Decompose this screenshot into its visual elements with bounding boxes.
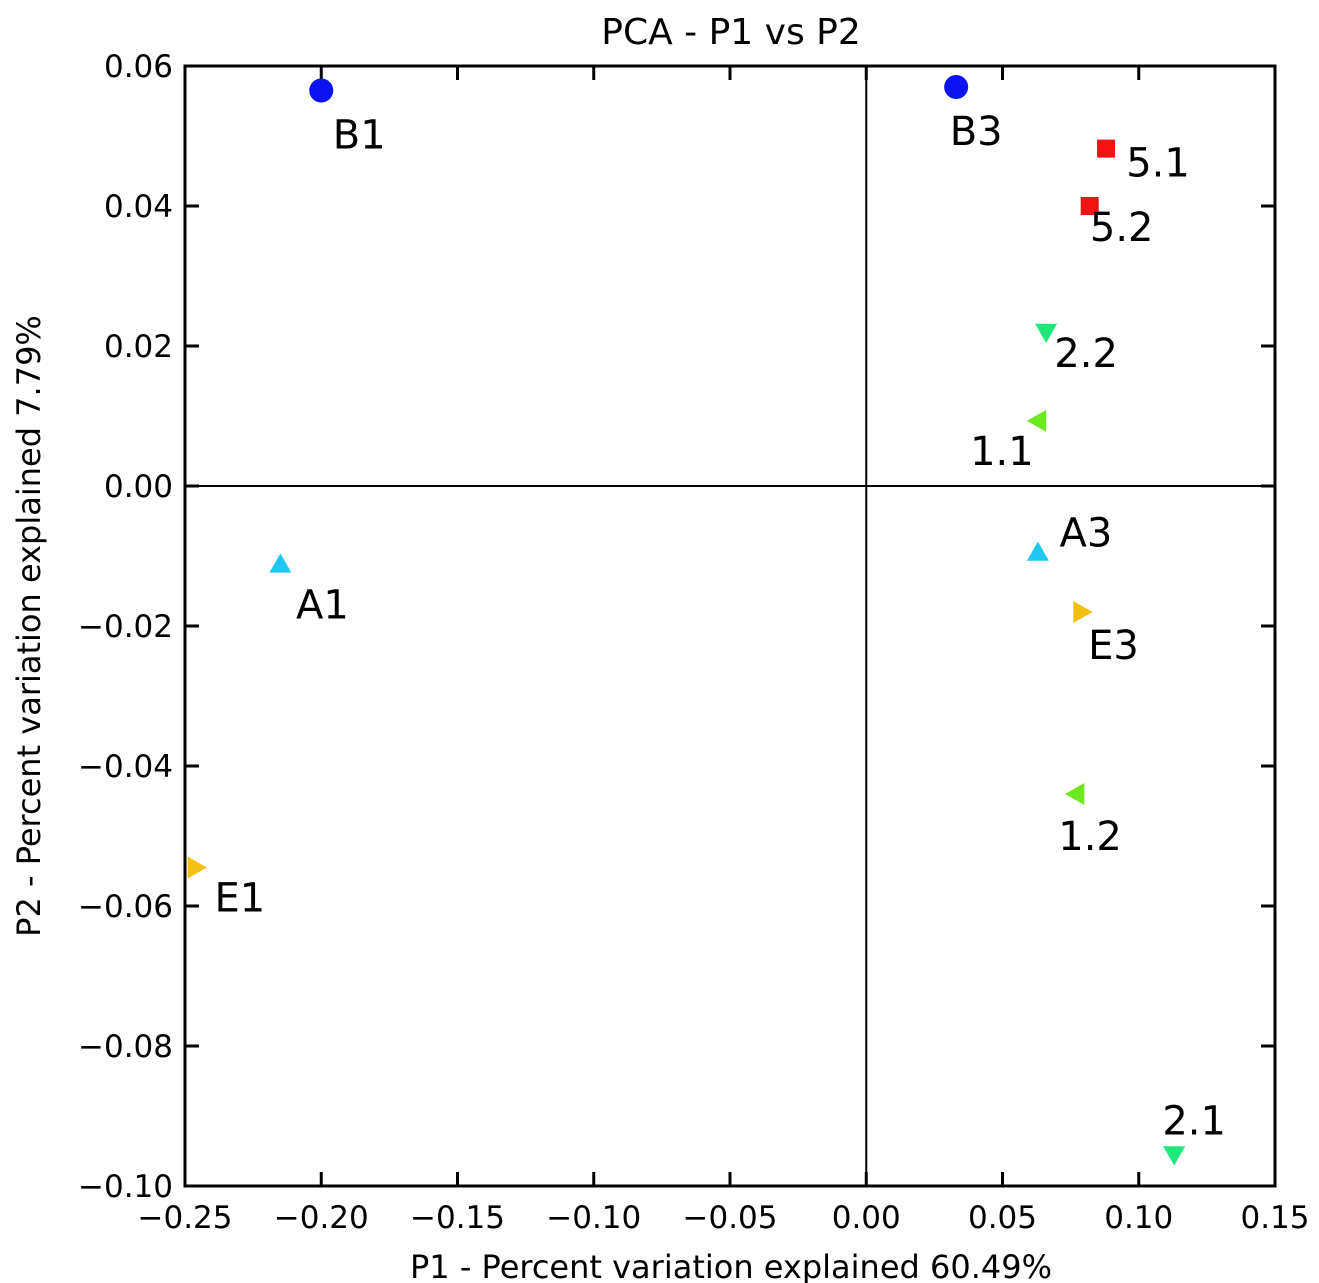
x-tick-label: 0.00 xyxy=(832,1200,901,1236)
point-1-1-label: 1.1 xyxy=(970,429,1034,475)
y-axis-tick-labels: 0.06 0.04 0.02 0.00 −0.02 −0.04 −0.06 −0.08 −0.1… xyxy=(78,49,173,1205)
point-e3 xyxy=(1073,601,1093,623)
y-tick-label: 0.04 xyxy=(104,189,173,225)
point-5-1-label: 5.1 xyxy=(1126,141,1190,187)
x-axis-tick-labels: −0.25 −0.20 −0.15 −0.10 −0.05 0.00 0.05 0.10 0.1… xyxy=(138,1200,1310,1236)
point-b1 xyxy=(309,78,334,103)
x-tick-label: −0.25 xyxy=(138,1200,233,1236)
y-tick-label: −0.08 xyxy=(78,1029,173,1065)
y-axis-label: P2 - Percent variation explained 7.79% xyxy=(10,315,48,937)
x-tick-label: −0.10 xyxy=(546,1200,641,1236)
point-5-2-label: 5.2 xyxy=(1090,205,1154,251)
chart-title: PCA - P1 vs P2 xyxy=(601,12,861,53)
y-tick-label: −0.04 xyxy=(78,749,173,785)
point-b3-label: B3 xyxy=(950,109,1003,155)
data-points xyxy=(187,75,1186,1166)
x-tick-label: 0.10 xyxy=(1104,1200,1173,1236)
x-tick-label: 0.05 xyxy=(968,1200,1037,1236)
y-tick-label: −0.10 xyxy=(78,1169,173,1205)
y-tick-label: −0.02 xyxy=(78,609,173,645)
point-e1-label: E1 xyxy=(215,876,266,922)
x-tick-label: −0.15 xyxy=(410,1200,505,1236)
axis-ticks xyxy=(183,64,1277,1188)
point-a1-label: A1 xyxy=(296,582,349,628)
point-a1 xyxy=(269,553,292,573)
zero-reference-lines xyxy=(185,66,1275,1186)
y-tick-label: −0.06 xyxy=(78,889,173,925)
point-e3-label: E3 xyxy=(1088,623,1139,669)
point-1-1 xyxy=(1026,409,1047,432)
point-a3-label: A3 xyxy=(1060,511,1113,557)
x-axis-label: P1 - Percent variation explained 60.49% xyxy=(410,1248,1052,1283)
point-5-2 xyxy=(1080,197,1099,215)
x-tick-label: −0.05 xyxy=(683,1200,778,1236)
y-tick-label: 0.06 xyxy=(104,49,173,85)
point-1-2 xyxy=(1065,783,1085,805)
point-2-2 xyxy=(1035,323,1058,343)
point-5-1 xyxy=(1097,139,1116,158)
point-b1-label: B1 xyxy=(333,113,386,159)
y-tick-label: 0.00 xyxy=(104,469,173,505)
point-b3 xyxy=(944,75,969,99)
point-1-2-label: 1.2 xyxy=(1058,814,1122,860)
y-tick-label: 0.02 xyxy=(104,329,173,365)
point-2-1-label: 2.1 xyxy=(1162,1099,1226,1145)
point-2-2-label: 2.2 xyxy=(1054,331,1118,377)
x-tick-label: −0.20 xyxy=(274,1200,369,1236)
point-a3 xyxy=(1026,541,1049,561)
data-point-labels: B1 B3 5.1 5.2 2.2 1.1 A3 A1 E3 1.2 E1 2.1 xyxy=(215,109,1226,1145)
x-tick-label: 0.15 xyxy=(1240,1200,1309,1236)
point-e1 xyxy=(187,856,207,879)
point-2-1 xyxy=(1163,1146,1186,1166)
